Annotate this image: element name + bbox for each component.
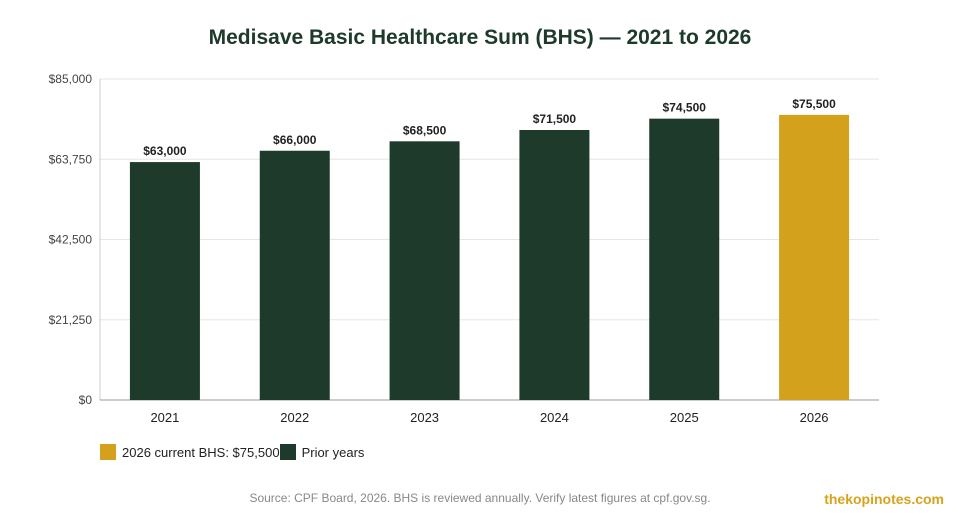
bar-chart: $0 $21,250 $42,500 $63,750 $85,000 $63,000 202… [49,72,879,425]
legend-label-prior: Prior years [301,444,365,460]
bar-value-label: $74,500 [663,101,707,115]
bar [649,118,720,400]
bar-value-label: $63,000 [143,144,187,158]
bar [129,162,200,400]
x-tick-label: 2021 [150,410,179,425]
legend-swatch-current [100,444,116,460]
legend-swatch-prior [279,444,296,460]
chart-title: Medisave Basic Healthcare Sum (BHS) — 20… [208,26,752,49]
x-tick-label: 2025 [670,410,699,425]
legend-item-current: 2026 current BHS: $75,500 [100,444,280,460]
bar-value-label: $75,500 [792,97,836,111]
y-tick-label: $42,500 [49,233,93,247]
y-tick-label: $21,250 [49,313,93,327]
bar [389,141,460,400]
legend-label-current: 2026 current BHS: $75,500 [122,444,280,460]
chart-legend: 2026 current BHS: $75,500 Prior years [100,444,364,460]
x-tick-label: 2023 [410,410,439,425]
y-tick-label: $0 [79,393,93,407]
bar-value-label: $71,500 [533,112,577,126]
bar [519,129,590,400]
bar-value-label: $68,500 [403,123,447,137]
legend-item-prior: Prior years [279,444,365,460]
brand-watermark: thekopinotes.com [824,491,944,507]
bar-current [779,114,850,401]
bar [259,150,330,400]
x-tick-label: 2026 [800,410,829,425]
x-tick-label: 2022 [280,410,309,425]
bar-value-label: $66,000 [273,133,317,147]
x-tick-label: 2024 [540,410,569,425]
source-note: Source: CPF Board, 2026. BHS is reviewed… [249,491,711,505]
y-tick-label: $63,750 [49,152,93,166]
y-tick-label: $85,000 [49,72,93,86]
